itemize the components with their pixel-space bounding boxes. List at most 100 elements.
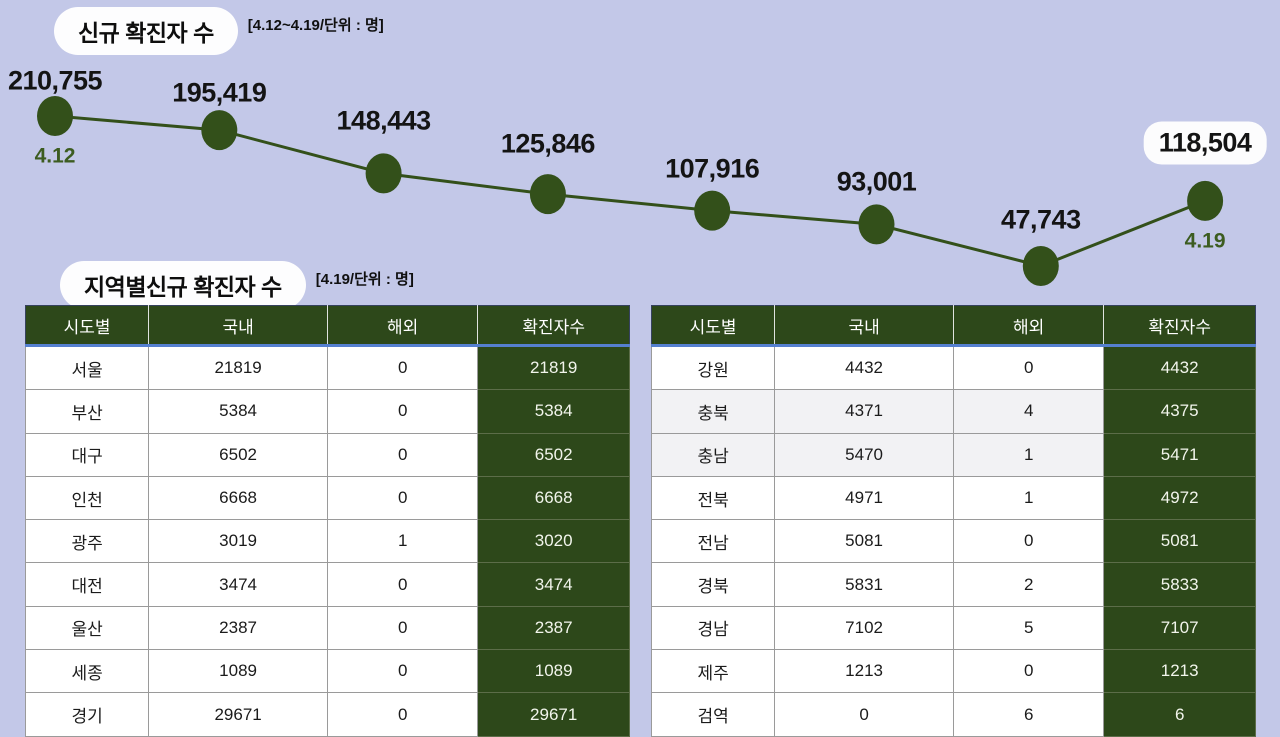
column-header: 국내 bbox=[774, 305, 954, 346]
cell-overseas: 1 bbox=[952, 432, 1105, 477]
cell-region: 광주 bbox=[24, 519, 150, 564]
cell-total: 4375 bbox=[1103, 389, 1256, 434]
column-header: 해외 bbox=[327, 305, 479, 346]
point-label: 93,001 bbox=[836, 166, 917, 197]
cell-total: 21819 bbox=[477, 344, 630, 391]
cell-total: 5833 bbox=[1103, 562, 1256, 607]
cell-total: 1213 bbox=[1103, 649, 1256, 694]
chart-line bbox=[54, 114, 1206, 268]
chart-point bbox=[529, 174, 566, 215]
table-row: 검역 0 6 6 bbox=[650, 692, 1256, 737]
cell-overseas: 0 bbox=[326, 389, 479, 434]
cell-region: 강원 bbox=[650, 344, 776, 391]
chart-section-header: 신규 확진자 수 [4.12~4.19/단위 : 명] bbox=[54, 7, 384, 55]
chart-point bbox=[1022, 246, 1059, 286]
cell-total: 5384 bbox=[477, 389, 630, 434]
cell-domestic: 3474 bbox=[148, 562, 328, 607]
table-row: 전북 4971 1 4972 bbox=[650, 475, 1256, 521]
cell-total: 4972 bbox=[1103, 475, 1256, 521]
column-header: 해외 bbox=[953, 305, 1105, 346]
cell-domestic: 1213 bbox=[774, 649, 954, 694]
cell-domestic: 2387 bbox=[148, 605, 328, 651]
cell-total: 2387 bbox=[477, 605, 630, 651]
regional-subtitle: [4.19/단위 : 명] bbox=[315, 271, 414, 288]
table-row: 제주 1213 0 1213 bbox=[650, 649, 1256, 694]
cell-region: 제주 bbox=[650, 649, 776, 694]
cell-domestic: 5384 bbox=[148, 389, 328, 434]
point-label: 148,443 bbox=[336, 105, 432, 136]
table-row: 전남 5081 0 5081 bbox=[650, 519, 1256, 564]
cell-total: 6 bbox=[1103, 692, 1256, 737]
cell-domestic: 0 bbox=[774, 692, 954, 737]
chart-subtitle: [4.12~4.19/단위 : 명] bbox=[247, 17, 384, 34]
point-label: 125,846 bbox=[500, 128, 596, 159]
cell-domestic: 6668 bbox=[148, 475, 328, 521]
cell-total: 4432 bbox=[1103, 344, 1256, 391]
cell-domestic: 5831 bbox=[774, 562, 954, 607]
cell-overseas: 2 bbox=[952, 562, 1105, 607]
cell-region: 세종 bbox=[24, 649, 150, 694]
column-header: 국내 bbox=[148, 305, 328, 346]
column-header: 확진자수 bbox=[477, 305, 630, 346]
cell-region: 대구 bbox=[24, 432, 150, 477]
point-label: 195,419 bbox=[172, 77, 267, 108]
region-table-right: 시도별 국내 해외 확진자수 강원 4432 0 4432 충북 4371 4 4375 충남 5470 1… bbox=[650, 305, 1256, 737]
cell-domestic: 3019 bbox=[148, 519, 328, 564]
table-row: 대전 3474 0 3474 bbox=[24, 562, 630, 607]
cell-overseas: 0 bbox=[326, 562, 479, 607]
cell-overseas: 0 bbox=[326, 649, 479, 694]
table-row: 인천 6668 0 6668 bbox=[24, 475, 630, 521]
cell-region: 전북 bbox=[650, 475, 776, 521]
cell-region: 인천 bbox=[24, 475, 150, 521]
line-chart: 210,755 195,419 148,443 125,846 107,916 93,00… bbox=[0, 60, 1280, 295]
chart-point bbox=[858, 204, 895, 245]
cell-overseas: 0 bbox=[326, 605, 479, 651]
cell-overseas: 0 bbox=[326, 344, 479, 391]
date-label-end: 4.19 bbox=[1184, 229, 1226, 253]
table-row: 광주 3019 1 3020 bbox=[24, 519, 630, 564]
cell-overseas: 0 bbox=[326, 692, 479, 737]
table-row: 충북 4371 4 4375 bbox=[650, 389, 1256, 434]
table-row: 경기 29671 0 29671 bbox=[24, 692, 630, 737]
cell-region: 충남 bbox=[650, 432, 776, 477]
cell-total: 6502 bbox=[477, 432, 630, 477]
table-row: 경북 5831 2 5833 bbox=[650, 562, 1256, 607]
cell-region: 서울 bbox=[24, 344, 150, 391]
chart-point bbox=[1187, 180, 1224, 221]
column-header: 시도별 bbox=[24, 305, 150, 346]
table-row: 대구 6502 0 6502 bbox=[24, 432, 630, 477]
regional-section-header: 지역별신규 확진자 수 [4.19/단위 : 명] bbox=[60, 261, 414, 309]
cell-domestic: 7102 bbox=[774, 605, 954, 651]
cell-overseas: 0 bbox=[952, 344, 1105, 391]
cell-total: 3020 bbox=[477, 519, 630, 564]
point-label-boxed: 118,504 bbox=[1143, 121, 1267, 165]
chart-point bbox=[365, 153, 402, 194]
cell-overseas: 0 bbox=[952, 519, 1105, 564]
cell-domestic: 4971 bbox=[774, 475, 954, 521]
cell-domestic: 1089 bbox=[148, 649, 328, 694]
region-table-left: 시도별 국내 해외 확진자수 서울 21819 0 21819 부산 5384 0 5384 대구 650… bbox=[24, 305, 630, 737]
cell-overseas: 0 bbox=[952, 649, 1105, 694]
cell-overseas: 6 bbox=[952, 692, 1105, 737]
cell-region: 부산 bbox=[24, 389, 150, 434]
cell-total: 5471 bbox=[1103, 432, 1256, 477]
chart-point bbox=[37, 96, 73, 136]
cell-domestic: 21819 bbox=[148, 344, 328, 391]
cell-region: 울산 bbox=[24, 605, 150, 651]
table-header-row: 시도별 국내 해외 확진자수 bbox=[650, 305, 1256, 346]
cell-region: 대전 bbox=[24, 562, 150, 607]
table-row: 강원 4432 0 4432 bbox=[650, 344, 1256, 391]
point-label: 107,916 bbox=[665, 153, 760, 184]
cell-region: 전남 bbox=[650, 519, 776, 564]
point-label: 47,743 bbox=[1001, 204, 1081, 235]
chart-point bbox=[201, 110, 238, 151]
cell-total: 7107 bbox=[1103, 605, 1256, 651]
cell-overseas: 5 bbox=[952, 605, 1105, 651]
table-row: 서울 21819 0 21819 bbox=[24, 344, 630, 391]
line-chart-svg bbox=[37, 96, 1224, 286]
table-row: 부산 5384 0 5384 bbox=[24, 389, 630, 434]
cell-domestic: 29671 bbox=[148, 692, 328, 737]
chart-title: 신규 확진자 수 bbox=[54, 7, 238, 55]
table-header-row: 시도별 국내 해외 확진자수 bbox=[24, 305, 630, 346]
cell-region: 경북 bbox=[650, 562, 776, 607]
